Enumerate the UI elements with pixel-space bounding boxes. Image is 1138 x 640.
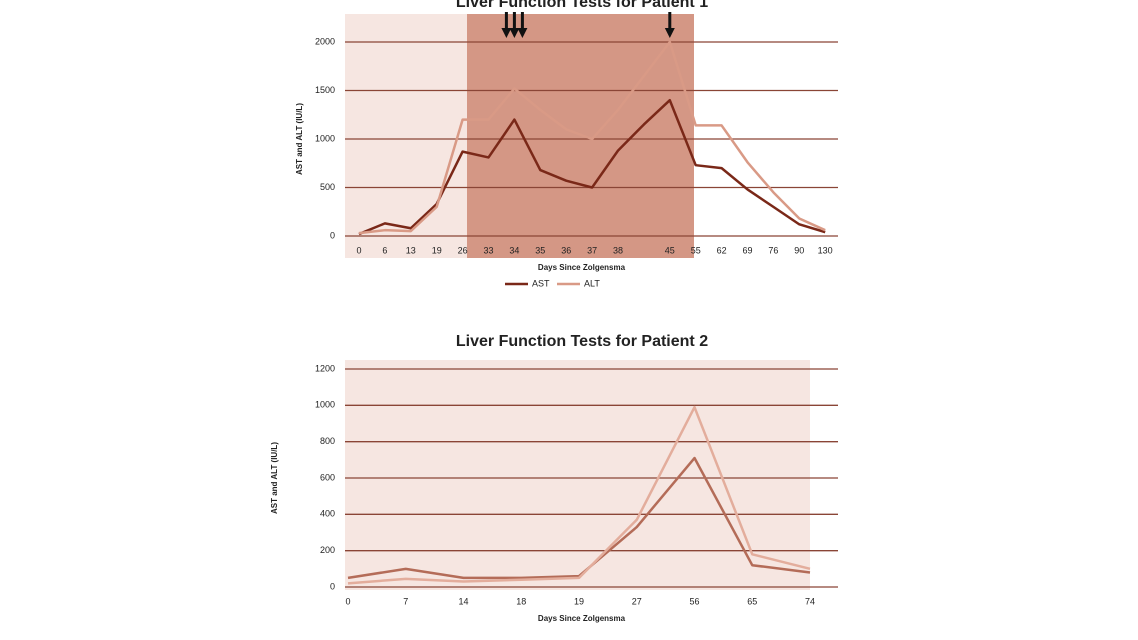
x-tick-label: 55	[691, 245, 701, 255]
x-tick-label: 36	[561, 245, 571, 255]
x-tick-label: 6	[382, 245, 387, 255]
series-line	[358, 40, 826, 235]
arrow-head	[517, 28, 528, 38]
x-tick-label: 90	[794, 245, 804, 255]
x-tick-label: 34	[509, 245, 519, 255]
arrow-head	[664, 28, 675, 38]
series-line	[347, 405, 811, 585]
arrow-head	[501, 28, 512, 38]
y-tick-label: 0	[330, 230, 335, 240]
series-line	[347, 456, 811, 580]
x-tick-label: 0	[345, 596, 350, 606]
y-tick-label: 1500	[315, 85, 335, 95]
chart-title: Liver Function Tests for Patient 1	[456, 0, 708, 11]
y-tick-label: 400	[320, 509, 335, 519]
y-tick-label: 600	[320, 472, 335, 482]
legend-label: ALT	[584, 278, 600, 288]
x-tick-label: 45	[665, 245, 675, 255]
treatment-shade	[467, 14, 694, 258]
plot-shade	[345, 14, 467, 258]
plot-shade	[345, 360, 810, 590]
arrow-head	[509, 28, 520, 38]
x-tick-label: 19	[432, 245, 442, 255]
x-tick-label: 76	[768, 245, 778, 255]
x-axis-title: Days Since Zolgensma	[538, 263, 626, 272]
x-tick-label: 56	[689, 596, 699, 606]
x-tick-label: 37	[587, 245, 597, 255]
x-tick-label: 14	[458, 596, 468, 606]
x-tick-label: 130	[818, 245, 833, 255]
x-axis-title: Days Since Zolgensma	[538, 614, 626, 623]
x-tick-label: 33	[483, 245, 493, 255]
y-tick-label: 200	[320, 545, 335, 555]
y-tick-label: 1000	[315, 400, 335, 410]
x-tick-label: 38	[613, 245, 623, 255]
x-tick-label: 27	[632, 596, 642, 606]
x-tick-label: 13	[406, 245, 416, 255]
x-tick-label: 18	[516, 596, 526, 606]
x-tick-label: 26	[458, 245, 468, 255]
x-tick-label: 69	[742, 245, 752, 255]
legend-label: AST	[532, 278, 550, 288]
x-tick-label: 7	[403, 596, 408, 606]
x-tick-label: 74	[805, 596, 815, 606]
y-tick-label: 800	[320, 436, 335, 446]
y-axis-title: AST and ALT (IU/L)	[295, 103, 304, 175]
x-tick-label: 19	[574, 596, 584, 606]
x-tick-label: 65	[747, 596, 757, 606]
x-tick-label: 0	[356, 245, 361, 255]
chart-title: Liver Function Tests for Patient 2	[456, 333, 708, 350]
x-tick-label: 62	[717, 245, 727, 255]
y-tick-label: 1200	[315, 363, 335, 373]
y-tick-label: 500	[320, 182, 335, 192]
y-tick-label: 1000	[315, 133, 335, 143]
y-axis-title: AST and ALT (IU/L)	[270, 442, 279, 514]
y-tick-label: 0	[330, 581, 335, 591]
x-tick-label: 35	[535, 245, 545, 255]
y-tick-label: 2000	[315, 36, 335, 46]
